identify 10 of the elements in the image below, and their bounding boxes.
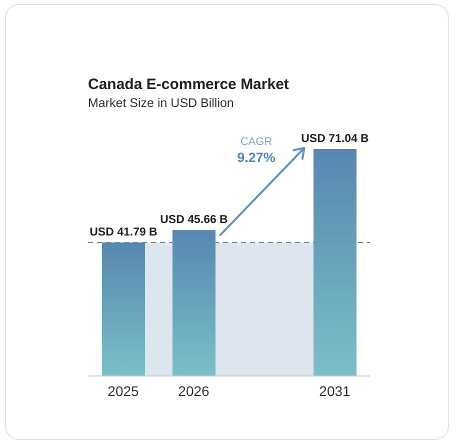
chart-title: Canada E-commerce Market — [88, 76, 289, 93]
data-label: USD 71.04 B — [301, 133, 369, 145]
text: CAGR — [240, 136, 272, 148]
x-tick-label: 2026 — [178, 382, 210, 399]
x-tick-label: 2025 — [108, 382, 140, 399]
chart-subtitle: Market Size in USD Billion — [88, 96, 234, 110]
annotation: 9.27% — [237, 150, 276, 165]
x-tick-label: 2031 — [319, 382, 351, 399]
data-label: USD 45.66 B — [160, 214, 228, 226]
data-label: USD 41.79 B — [90, 226, 158, 238]
